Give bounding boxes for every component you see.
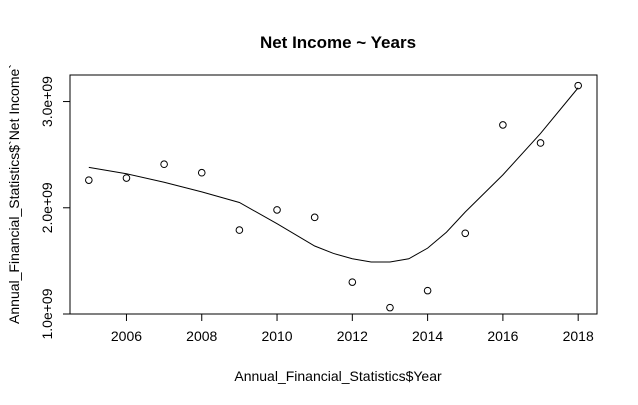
- data-point: [348, 278, 357, 286]
- y-axis: 1.0e+09 2.0e+09 3.0e+09: [39, 76, 71, 340]
- data-point: [310, 213, 319, 222]
- y-tick-label: 3.0e+09: [39, 76, 55, 127]
- data-point: [235, 226, 244, 234]
- x-tick-label: 2018: [563, 328, 594, 344]
- x-axis-label: Annual_Financial_Statistics$Year: [234, 368, 442, 384]
- smoothing-line: [88, 87, 579, 263]
- x-tick-label: 2014: [412, 328, 443, 344]
- data-point: [160, 160, 168, 169]
- data-point: [386, 303, 394, 312]
- data-point: [122, 174, 131, 182]
- y-tick-label: 2.0e+09: [39, 182, 55, 233]
- data-point: [536, 139, 545, 147]
- data-point: [85, 176, 93, 184]
- x-tick-label: 2010: [261, 328, 292, 344]
- data-points: [85, 81, 582, 312]
- chart-title: Net Income ~ Years: [260, 33, 416, 52]
- data-point: [273, 206, 281, 214]
- x-tick-label: 2016: [487, 328, 518, 344]
- data-point: [499, 121, 507, 129]
- data-point: [461, 229, 470, 238]
- x-tick-label: 2012: [337, 328, 368, 344]
- plot-frame: [69, 74, 598, 315]
- x-axis: 2006 2008 2010 2012 2014 2016 2018: [111, 313, 594, 344]
- y-tick-label: 1.0e+09: [39, 288, 55, 339]
- data-point: [197, 168, 206, 177]
- x-tick-label: 2008: [186, 328, 217, 344]
- data-point: [574, 81, 582, 90]
- x-tick-label: 2006: [111, 328, 142, 344]
- y-axis-label: Annual_Financial_Statistics$`Net Income`: [6, 64, 22, 324]
- data-point: [423, 286, 432, 295]
